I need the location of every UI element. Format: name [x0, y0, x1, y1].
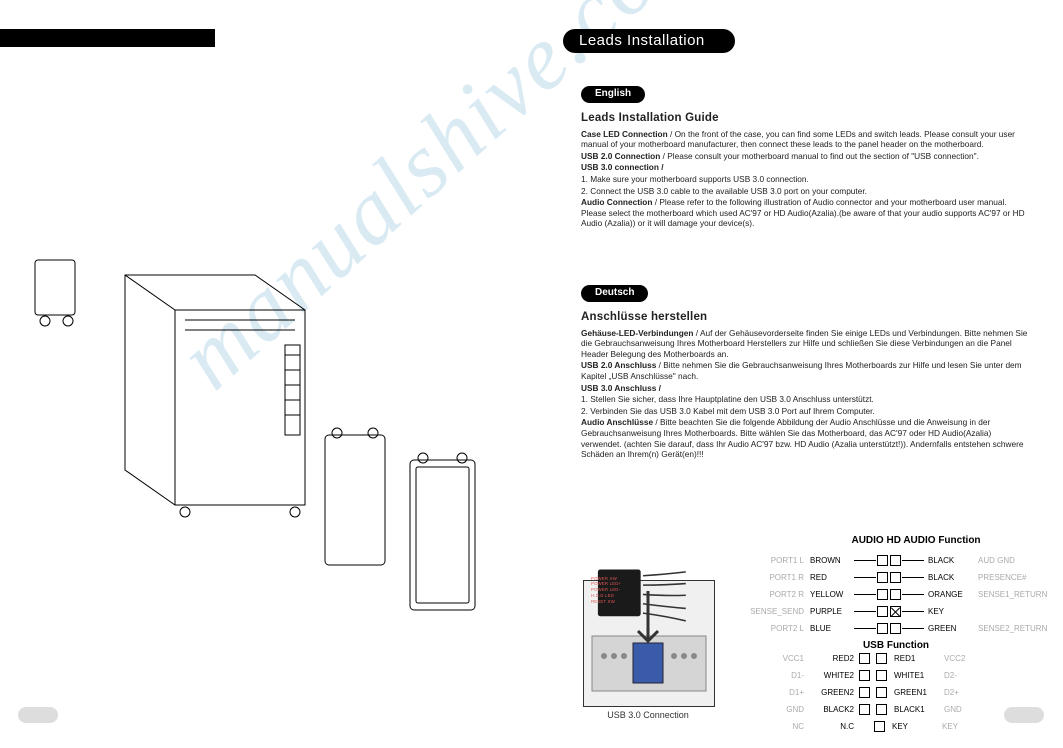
en-usb20-text: / Please consult your motherboard manual… — [660, 151, 979, 161]
lead-label: H.D.D LED — [591, 594, 635, 598]
usb-pin-row: D1+GREEN2 GREEN1D2+ — [746, 684, 1056, 701]
pin-grey-left: PORT1 L — [746, 556, 810, 565]
de-usb30-bold: USB 3.0 Anschluss / — [581, 383, 1031, 394]
pin-color-left: RED2 — [810, 654, 858, 663]
audio-pinout-diagram: AUDIO HD AUDIO Function PORT1 LBROWN BLAC… — [746, 535, 1056, 637]
pin-grey-left: VCC1 — [746, 654, 810, 663]
case-exploded-illustration — [30, 255, 500, 635]
pin-color-right: KEY — [924, 607, 972, 616]
en-audio-bold: Audio Connection — [581, 197, 652, 207]
pin-grey-left: D1+ — [746, 688, 810, 697]
pin-grey-right: VCC2 — [938, 654, 1014, 663]
usb-pin-row: VCC1RED2 RED1VCC2 — [746, 650, 1056, 667]
pin-color-left: WHITE2 — [810, 671, 858, 680]
header-bar-left — [0, 29, 215, 47]
de-usb30-step2: 2. Verbinden Sie das USB 3.0 Kabel mit d… — [581, 406, 1031, 417]
pin-color-left: BLUE — [810, 624, 854, 633]
pin-color-left: N.C — [810, 722, 858, 731]
leads-label-block: POWER SWPOWER LED+ POWER LED- H.D.D LED RES… — [588, 570, 638, 610]
lead-label: POWER SW — [591, 577, 635, 581]
pin-grey-left: PORT1 R — [746, 573, 810, 582]
pin-grey-right: AUD GND — [972, 556, 1048, 565]
page-tab-left — [18, 707, 58, 723]
deutsch-section: Deutsch Anschlüsse herstellen Gehäuse-LE… — [581, 285, 1031, 461]
pin-color-right: BLACK1 — [888, 705, 938, 714]
pin-color-left: BLACK2 — [810, 705, 858, 714]
pin-color-left: RED — [810, 573, 854, 582]
pin-grey-left: PORT2 L — [746, 624, 810, 633]
pin-color-right: WHITE1 — [888, 671, 938, 680]
de-case-led-bold: Gehäuse-LED-Verbindungen — [581, 328, 693, 338]
pin-color-right: BLACK — [924, 573, 972, 582]
pin-grey-right: SENSE2_RETURN — [972, 624, 1048, 633]
pin-grey-left: NC — [746, 722, 810, 731]
de-audio-bold: Audio Anschlüsse — [581, 417, 653, 427]
en-usb30-bold: USB 3.0 connection / — [581, 162, 1031, 173]
page-tab-right — [1004, 707, 1044, 723]
usb-pin-row: D1-WHITE2 WHITE1D2- — [746, 667, 1056, 684]
lang-pill-english: English — [581, 86, 645, 103]
pin-color-right: GREEN — [924, 624, 972, 633]
pin-grey-right: PRESENCE# — [972, 573, 1048, 582]
en-case-led-bold: Case LED Connection — [581, 129, 668, 139]
pin-color-right: KEY — [886, 722, 936, 731]
pin-grey-right: D2+ — [938, 688, 1014, 697]
de-usb30-step1: 1. Stellen Sie sicher, dass Ihre Hauptpl… — [581, 394, 1031, 405]
pin-color-right: RED1 — [888, 654, 938, 663]
lang-pill-deutsch: Deutsch — [581, 285, 648, 302]
pin-color-left: GREEN2 — [810, 688, 858, 697]
pin-grey-left: PORT2 R — [746, 590, 810, 599]
pin-color-left: PURPLE — [810, 607, 854, 616]
en-usb20-bold: USB 2.0 Connection — [581, 151, 660, 161]
en-usb30-step2: 2. Connect the USB 3.0 cable to the avai… — [581, 186, 1031, 197]
de-usb20-bold: USB 2.0 Anschluss — [581, 360, 656, 370]
section-title-pill: Leads Installation — [563, 29, 735, 53]
en-usb30-step1: 1. Make sure your motherboard supports U… — [581, 174, 1031, 185]
pin-color-left: BROWN — [810, 556, 854, 565]
audio-pin-row: PORT2 LBLUE GREENSENSE2_RETURN — [746, 620, 1056, 637]
pin-grey-left: D1- — [746, 671, 810, 680]
lead-label: POWER LED+ — [591, 582, 635, 586]
deutsch-heading: Anschlüsse herstellen — [581, 310, 1031, 325]
pin-color-left: YELLOW — [810, 590, 854, 599]
lead-label: RESET SW — [591, 600, 635, 604]
english-heading: Leads Installation Guide — [581, 111, 1031, 126]
pin-grey-right: KEY — [936, 722, 1012, 731]
pin-color-right: ORANGE — [924, 590, 972, 599]
audio-pin-row: SENSE_SENDPURPLE KEY — [746, 603, 1056, 620]
usb3-caption: USB 3.0 Connection — [583, 710, 713, 720]
pin-grey-right: GND — [938, 705, 1014, 714]
pin-grey-left: SENSE_SEND — [746, 607, 810, 616]
right-page: Leads Installation English Leads Install… — [531, 0, 1062, 748]
audio-title: AUDIO HD AUDIO Function — [776, 535, 1056, 546]
left-page — [0, 0, 531, 748]
audio-pin-row: PORT2 RYELLOW ORANGESENSE1_RETURN — [746, 586, 1056, 603]
lead-label: POWER LED- — [591, 588, 635, 592]
audio-pin-row: PORT1 RRED BLACKPRESENCE# — [746, 569, 1056, 586]
audio-pin-row: PORT1 LBROWN BLACKAUD GND — [746, 552, 1056, 569]
pin-grey-left: GND — [746, 705, 810, 714]
pin-color-right: BLACK — [924, 556, 972, 565]
english-section: English Leads Installation Guide Case LE… — [581, 86, 1031, 230]
pin-grey-right: SENSE1_RETURN — [972, 590, 1048, 599]
pin-color-right: GREEN1 — [888, 688, 938, 697]
pin-grey-right: D2- — [938, 671, 1014, 680]
